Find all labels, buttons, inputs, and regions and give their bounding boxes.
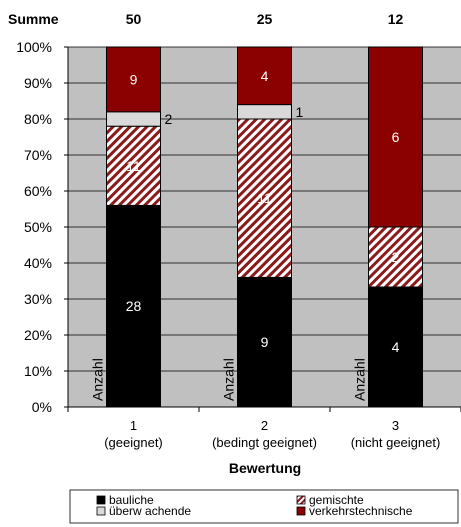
- legend-swatch: [296, 506, 306, 516]
- total-value: 12: [388, 11, 404, 27]
- x-axis-title: Bewertung: [229, 460, 301, 476]
- bar-segment-überw-achende: [106, 111, 161, 127]
- y-tick-label: 70%: [24, 147, 52, 163]
- x-tick-sublabel: (geeignet): [104, 435, 163, 450]
- legend-box: [69, 489, 459, 524]
- y-tick-label: 20%: [24, 327, 52, 343]
- y-tick-label: 10%: [24, 363, 52, 379]
- bar-segment-verkehrstechnische: [368, 46, 423, 228]
- legend-swatch: [96, 506, 106, 516]
- bar-segment-gemischte: [237, 118, 292, 278]
- legend: bauliche gemischte überw achende verkehrste…: [69, 489, 459, 524]
- bar-inner-label: Anzahl: [221, 358, 237, 401]
- bars: [106, 46, 423, 408]
- data-label: 2: [392, 249, 400, 265]
- totals-label: Summe: [8, 11, 59, 27]
- legend-label: gemischte: [309, 493, 364, 507]
- x-tick-sublabel: (bedingt geeignet): [212, 435, 317, 450]
- data-label: 11: [126, 158, 141, 174]
- y-tick-label: 30%: [24, 291, 52, 307]
- y-tick-label: 50%: [24, 219, 52, 235]
- data-label: 11: [257, 190, 272, 206]
- legend-label: verkehrstechnische: [309, 504, 413, 518]
- bar-segment-gemischte: [368, 226, 423, 288]
- bar-segment-verkehrstechnische: [237, 46, 292, 106]
- y-axis: 0% 10% 20% 30% 40% 50% 60% 70% 80% 90% 100%: [16, 39, 69, 415]
- total-value: 50: [126, 11, 142, 27]
- x-tick-label: 3: [392, 418, 399, 433]
- bar-segment-bauliche: [368, 286, 423, 408]
- data-label: 6: [392, 129, 400, 145]
- x-tick-label: 2: [261, 418, 268, 433]
- totals-row: 50 25 12: [126, 11, 404, 27]
- x-axis: 1 (geeignet) 2 (bedingt geeignet) 3 (nicht ge…: [67, 406, 461, 450]
- y-tick-label: 100%: [16, 39, 52, 55]
- legend-label: bauliche: [109, 493, 154, 507]
- legend-swatch: [96, 495, 106, 505]
- bar-inner-label: Anzahl: [352, 358, 368, 401]
- y-tick-label: 90%: [24, 75, 52, 91]
- y-tick-label: 60%: [24, 183, 52, 199]
- x-tick-sublabel: (nicht geeignet): [351, 435, 441, 450]
- legend-swatch: [296, 495, 306, 505]
- y-tick-label: 40%: [24, 255, 52, 271]
- bar-segment-verkehrstechnische: [106, 46, 161, 113]
- data-label: 9: [130, 71, 138, 87]
- data-label: 9: [261, 334, 269, 350]
- data-label: 2: [165, 111, 173, 127]
- bar-segment-bauliche: [237, 276, 292, 408]
- data-label: 1: [296, 104, 304, 120]
- data-label: 4: [261, 68, 269, 84]
- y-tick-label: 80%: [24, 111, 52, 127]
- total-value: 25: [257, 11, 273, 27]
- bar-segment-gemischte: [106, 125, 161, 206]
- y-tick-label: 0%: [32, 399, 52, 415]
- bar-inner-label: Anzahl: [90, 358, 106, 401]
- data-label: 28: [126, 298, 142, 314]
- x-tick-label: 1: [130, 418, 137, 433]
- legend-label: überw achende: [109, 504, 191, 518]
- data-label: 4: [392, 339, 400, 355]
- bar-segment-überw-achende: [237, 104, 292, 120]
